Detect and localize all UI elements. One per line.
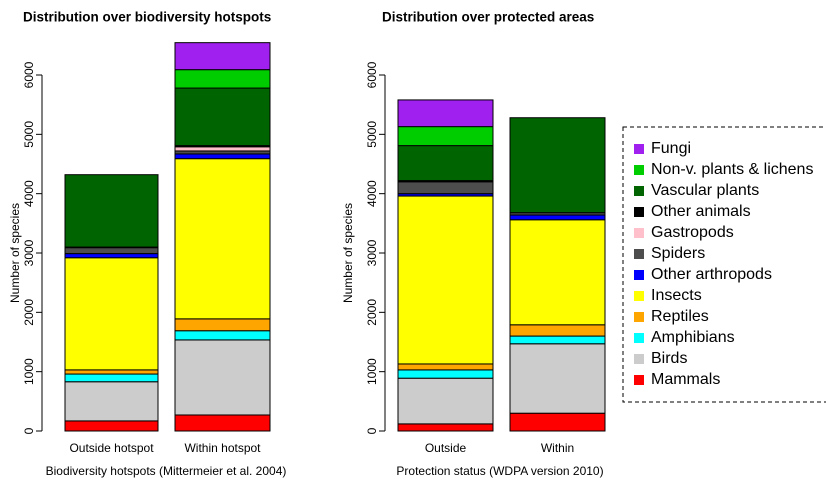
legend-label: Reptiles xyxy=(651,308,709,325)
legend-label: Other arthropods xyxy=(651,266,772,283)
chart-title: Distribution over protected areas xyxy=(382,10,594,25)
bar-segment xyxy=(397,195,494,365)
y-tick-label: 4000 xyxy=(365,180,379,207)
x-tick-label: Outside hotspot xyxy=(69,441,154,455)
y-axis-label: Number of species xyxy=(341,203,355,303)
bar-segment xyxy=(397,181,494,195)
bar-segment xyxy=(174,414,271,432)
bar-segment xyxy=(397,126,494,147)
bar-segment xyxy=(64,253,159,259)
bar-segment xyxy=(509,117,606,214)
y-tick-label: 0 xyxy=(365,427,379,434)
bar-segment xyxy=(174,330,271,341)
bar-segment xyxy=(509,219,606,326)
y-tick-label: 6000 xyxy=(365,61,379,88)
x-tick-label: Outside xyxy=(425,441,467,455)
bar-segment xyxy=(509,343,606,414)
bar-segment xyxy=(64,247,159,255)
bar-segment xyxy=(397,369,494,379)
legend-swatch xyxy=(634,207,644,217)
bar-segment xyxy=(64,381,159,422)
bar-segment xyxy=(509,214,606,221)
y-tick-label: 6000 xyxy=(22,61,36,88)
bar-segment xyxy=(397,145,494,182)
legend-swatch xyxy=(634,186,644,196)
legend-label: Birds xyxy=(651,350,687,367)
bar-segment xyxy=(397,423,494,432)
x-tick-label: Within hotspot xyxy=(184,441,261,455)
legend-label: Gastropods xyxy=(651,224,734,241)
y-tick-label: 5000 xyxy=(22,121,36,148)
bar-segment xyxy=(174,87,271,147)
chart-title: Distribution over biodiversity hotspots xyxy=(23,10,271,25)
bar-segment xyxy=(397,377,494,425)
bar-segment xyxy=(64,369,159,375)
bar-segment xyxy=(64,257,159,371)
y-tick-label: 1000 xyxy=(22,358,36,385)
x-axis-label: Biodiversity hotspots (Mittermeier et al… xyxy=(46,464,287,478)
x-axis-label: Protection status (WDPA version 2010) xyxy=(396,464,603,478)
y-tick-label: 2000 xyxy=(22,299,36,326)
legend-label: Mammals xyxy=(651,371,720,388)
bar-segment xyxy=(174,42,271,71)
legend-swatch xyxy=(634,354,644,364)
legend-label: Insects xyxy=(651,287,702,304)
legend-label: Other animals xyxy=(651,203,751,220)
y-tick-label: 1000 xyxy=(365,358,379,385)
bar-segment xyxy=(174,158,271,320)
bar-segment xyxy=(174,69,271,89)
legend-swatch xyxy=(634,333,644,343)
legend: Mammals Birds Amphibians Reptiles Insects Oth… xyxy=(622,126,826,403)
bar-segment xyxy=(509,335,606,345)
legend-swatch xyxy=(634,249,644,259)
bar-segment xyxy=(174,146,271,152)
legend-label: Spiders xyxy=(651,245,705,262)
bar-segment xyxy=(397,99,494,128)
bar-segment xyxy=(509,412,606,432)
legend-label: Fungi xyxy=(651,140,691,157)
y-tick-label: 4000 xyxy=(22,180,36,207)
bar-segment xyxy=(64,174,159,248)
y-tick-label: 2000 xyxy=(365,299,379,326)
legend-swatch xyxy=(634,165,644,175)
bar-segment xyxy=(174,318,271,332)
bar-segment xyxy=(509,324,606,337)
bar-segment xyxy=(64,420,159,432)
legend-label: Vascular plants xyxy=(651,182,759,199)
y-axis-label: Number of species xyxy=(8,203,22,303)
bar-segment xyxy=(397,363,494,371)
legend-swatch xyxy=(634,228,644,238)
legend-swatch xyxy=(634,375,644,385)
y-tick-label: 3000 xyxy=(365,239,379,266)
legend-label: Amphibians xyxy=(651,329,735,346)
legend-box xyxy=(622,126,826,403)
x-tick-label: Within xyxy=(541,441,574,455)
y-tick-label: 5000 xyxy=(365,121,379,148)
legend-label: Non-v. plants & lichens xyxy=(651,161,813,178)
bar-segment xyxy=(174,153,271,160)
legend-swatch xyxy=(634,144,644,154)
bar-segment xyxy=(64,373,159,383)
legend-swatch xyxy=(634,270,644,280)
legend-swatch xyxy=(634,291,644,301)
y-tick-label: 0 xyxy=(22,427,36,434)
y-tick-label: 3000 xyxy=(22,239,36,266)
legend-swatch xyxy=(634,312,644,322)
bar-segment xyxy=(174,339,271,416)
